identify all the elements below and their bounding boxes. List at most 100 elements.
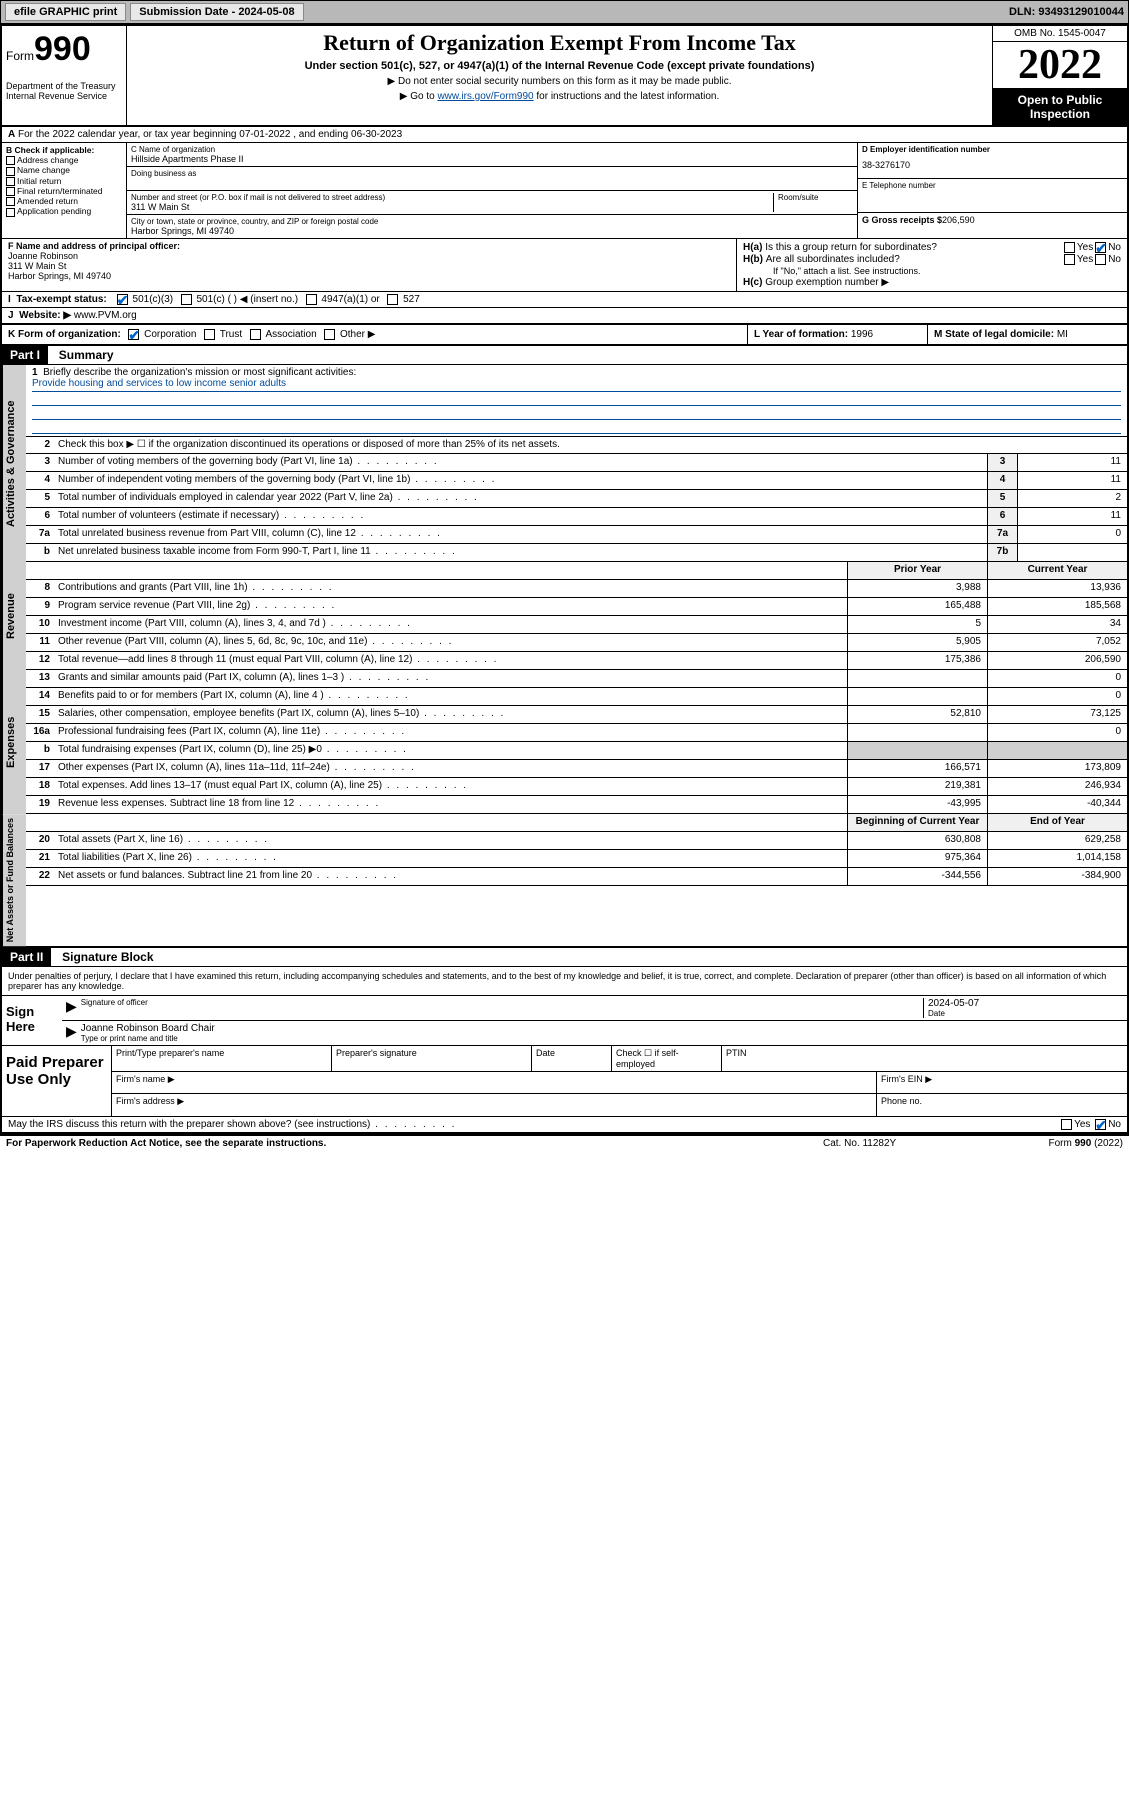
form-number: Form990 (6, 30, 122, 69)
ha-no-checkbox[interactable] (1095, 242, 1106, 253)
preparer-name-label: Print/Type preparer's name (112, 1046, 332, 1071)
cb-application-pending[interactable]: Application pending (6, 206, 122, 216)
row-box: 4 (987, 472, 1017, 489)
data-row: 10 Investment income (Part VIII, column … (26, 616, 1127, 634)
footer-catno: Cat. No. 11282Y (823, 1138, 973, 1149)
hb-yes-checkbox[interactable] (1064, 254, 1075, 265)
row-desc: Total unrelated business revenue from Pa… (54, 526, 987, 543)
netassets-header-row: Beginning of Current Year End of Year (26, 814, 1127, 832)
row-desc: Total fundraising expenses (Part IX, col… (54, 742, 847, 759)
prior-val (847, 742, 987, 759)
expenses-section: Expenses 13 Grants and similar amounts p… (2, 670, 1127, 814)
row-num: 18 (26, 778, 54, 795)
efile-print-button[interactable]: efile GRAPHIC print (5, 3, 126, 21)
curr-val: 0 (987, 670, 1127, 687)
curr-val (987, 742, 1127, 759)
data-row: 14 Benefits paid to or for members (Part… (26, 688, 1127, 706)
cb-4947[interactable] (306, 294, 317, 305)
cb-final-return[interactable]: Final return/terminated (6, 186, 122, 196)
cb-other[interactable] (324, 329, 335, 340)
cb-501c[interactable] (181, 294, 192, 305)
preparer-sig-label: Preparer's signature (332, 1046, 532, 1071)
irs-link[interactable]: www.irs.gov/Form990 (437, 91, 533, 102)
hc-label: Group exemption number ▶ (765, 277, 889, 288)
row-num: 10 (26, 616, 54, 633)
phone-label: Phone no. (877, 1094, 1127, 1116)
row-desc: Revenue less expenses. Subtract line 18 … (54, 796, 847, 813)
officer-addr: 311 W Main St (8, 261, 730, 271)
footer-right: Form 990 (2022) (973, 1138, 1123, 1149)
cb-amended-return[interactable]: Amended return (6, 196, 122, 206)
row-box: 6 (987, 508, 1017, 525)
row-num: 11 (26, 634, 54, 651)
signer-name-label: Type or print name and title (81, 1034, 1123, 1043)
line2-text: Check this box ▶ ☐ if the organization d… (54, 437, 1127, 453)
data-row: 8 Contributions and grants (Part VIII, l… (26, 580, 1127, 598)
row-box: 7b (987, 544, 1017, 561)
curr-val: 73,125 (987, 706, 1127, 723)
discuss-yes-checkbox[interactable] (1061, 1119, 1072, 1130)
prior-val (847, 688, 987, 705)
line2-row: 2 Check this box ▶ ☐ if the organization… (26, 436, 1127, 454)
cb-trust[interactable] (204, 329, 215, 340)
row-num: 6 (26, 508, 54, 525)
firm-name-label: Firm's name ▶ (112, 1072, 877, 1093)
cb-corporation[interactable] (128, 329, 139, 340)
current-year-header: Current Year (987, 562, 1127, 579)
arrow-icon-2: ▶ (66, 1023, 77, 1043)
opt-501c3: 501(c)(3) (133, 294, 174, 305)
prior-val: 5 (847, 616, 987, 633)
gross-label: G Gross receipts $ (862, 215, 942, 225)
cb-501c3[interactable] (117, 294, 128, 305)
row-num: 4 (26, 472, 54, 489)
row-desc: Total liabilities (Part X, line 26) (54, 850, 847, 867)
cell-dba: Doing business as (127, 167, 857, 191)
cb-initial-return[interactable]: Initial return (6, 176, 122, 186)
row-num: 3 (26, 454, 54, 471)
sign-here-label: Sign Here (2, 996, 62, 1045)
cb-association[interactable] (250, 329, 261, 340)
form-num-big: 990 (34, 30, 91, 68)
data-row: 21 Total liabilities (Part X, line 26) 9… (26, 850, 1127, 868)
dln-label: DLN: 93493129010044 (1009, 6, 1124, 18)
officer-label: F Name and address of principal officer: (8, 241, 730, 251)
row-desc: Investment income (Part VIII, column (A)… (54, 616, 847, 633)
part2-header-row: Part II Signature Block (2, 948, 1127, 967)
cb-address-change[interactable]: Address change (6, 155, 122, 165)
form-prefix: Form (6, 49, 34, 63)
h-b-line: H(b) Are all subordinates included? Yes … (743, 254, 1121, 265)
website-label: Website: ▶ (19, 310, 71, 321)
curr-val: -40,344 (987, 796, 1127, 813)
line1-num: 1 (32, 367, 38, 378)
gross-value: 206,590 (942, 215, 975, 225)
row-k-form-org: K Form of organization: Corporation Trus… (2, 325, 1127, 346)
hb-no-checkbox[interactable] (1095, 254, 1106, 265)
col-h-group: H(a) Is this a group return for subordin… (737, 239, 1127, 291)
footer-left: For Paperwork Reduction Act Notice, see … (6, 1138, 823, 1149)
row-val: 11 (1017, 472, 1127, 489)
cb-name-change[interactable]: Name change (6, 165, 122, 175)
netassets-section: Net Assets or Fund Balances Beginning of… (2, 814, 1127, 948)
org-name-label: C Name of organization (131, 145, 853, 154)
row-desc: Net assets or fund balances. Subtract li… (54, 868, 847, 885)
curr-val: 629,258 (987, 832, 1127, 849)
sign-date-label: Date (928, 1009, 1123, 1018)
row-desc: Contributions and grants (Part VIII, lin… (54, 580, 847, 597)
data-row: 19 Revenue less expenses. Subtract line … (26, 796, 1127, 814)
prior-val: 219,381 (847, 778, 987, 795)
omb-number: OMB No. 1545-0047 (993, 26, 1127, 42)
curr-val: 7,052 (987, 634, 1127, 651)
ein-value: 38-3276170 (862, 154, 1123, 176)
row-val: 0 (1017, 526, 1127, 543)
prior-val: 52,810 (847, 706, 987, 723)
row-num: 8 (26, 580, 54, 597)
row-box: 3 (987, 454, 1017, 471)
discuss-no-checkbox[interactable] (1095, 1119, 1106, 1130)
row-num: 19 (26, 796, 54, 813)
cb-527[interactable] (387, 294, 398, 305)
firm-addr-line: Firm's address ▶ Phone no. (112, 1094, 1127, 1116)
ha-yes-checkbox[interactable] (1064, 242, 1075, 253)
opt-trust: Trust (220, 329, 242, 340)
paid-preparer-row: Paid Preparer Use Only Print/Type prepar… (2, 1046, 1127, 1117)
self-employed-label: Check ☐ if self-employed (612, 1046, 722, 1071)
